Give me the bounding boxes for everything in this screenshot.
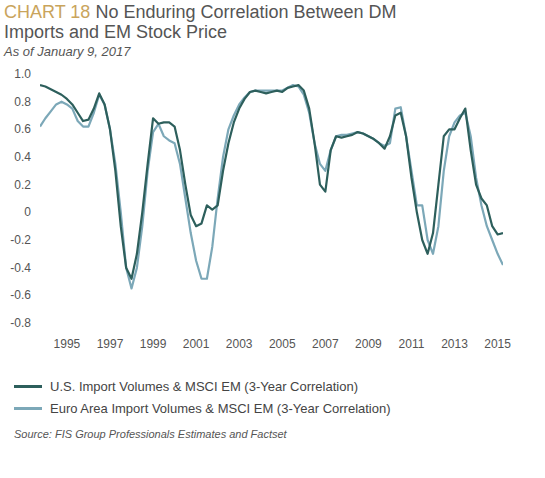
x-tick-label: 2009: [355, 337, 382, 351]
subtitle: As of January 9, 2017: [4, 44, 130, 59]
x-tick-label: 2003: [226, 337, 253, 351]
y-tick-label: 0: [24, 205, 31, 219]
legend: U.S. Import Volumes & MSCI EM (3-Year Co…: [14, 375, 391, 419]
y-tick-label: -0.2: [10, 233, 31, 247]
plot-area: [40, 85, 503, 288]
y-tick-label: -0.4: [10, 261, 31, 275]
x-tick-label: 2013: [441, 337, 468, 351]
series-line: [40, 85, 503, 288]
y-tick-label: 0.6: [14, 122, 31, 136]
x-tick-label: 2011: [399, 337, 425, 351]
y-tick-label: 0.8: [14, 95, 31, 109]
source: Source: FIS Group Professionals Estimate…: [14, 428, 287, 440]
x-tick-label: 2005: [269, 337, 296, 351]
x-tick-label: 2015: [484, 337, 511, 351]
legend-swatch: [14, 385, 42, 388]
y-tick-label: 0.4: [14, 150, 31, 164]
legend-entry: Euro Area Import Volumes & MSCI EM (3-Ye…: [14, 397, 391, 419]
x-tick-label: 1995: [54, 337, 81, 351]
chart-number: CHART 18: [4, 2, 90, 22]
y-tick-label: 1.0: [14, 67, 31, 81]
x-tick-label: 2001: [183, 337, 210, 351]
x-tick-label: 2007: [312, 337, 339, 351]
series-line: [40, 85, 503, 279]
legend-label: Euro Area Import Volumes & MSCI EM (3-Ye…: [50, 401, 391, 416]
y-tick-label: -0.8: [10, 316, 31, 330]
legend-label: U.S. Import Volumes & MSCI EM (3-Year Co…: [50, 379, 358, 394]
x-tick-label: 1997: [97, 337, 124, 351]
title-block: CHART 18 No Enduring Correlation Between…: [4, 2, 444, 42]
legend-entry: U.S. Import Volumes & MSCI EM (3-Year Co…: [14, 375, 391, 397]
y-tick-label: -0.6: [10, 288, 31, 302]
y-tick-label: 0.2: [14, 178, 31, 192]
legend-swatch: [14, 407, 42, 410]
x-tick-label: 1999: [140, 337, 167, 351]
